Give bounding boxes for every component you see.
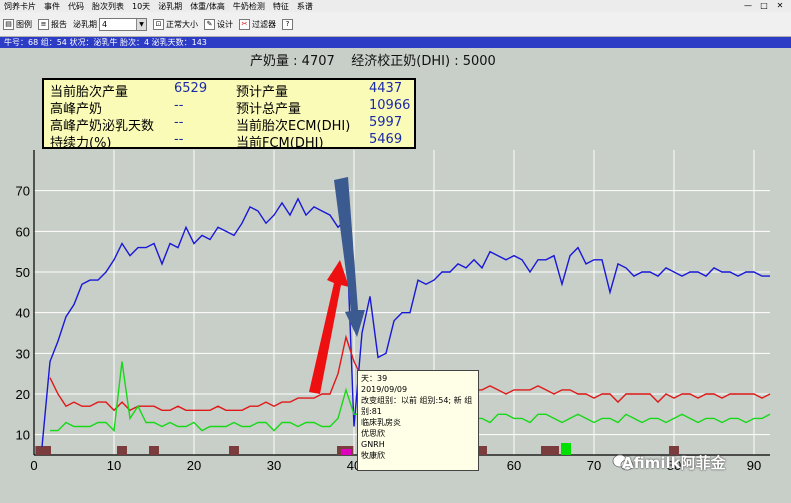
x-tick-label: 10 xyxy=(107,458,121,473)
stat-label: 高峰产奶泌乳天数 xyxy=(50,119,155,134)
normal-size-button[interactable]: ⊡ 正常大小 xyxy=(150,18,201,30)
cow-info-bar: 牛号：68 组：54 状况：泌乳牛 胎次：4 泌乳天数：143 xyxy=(0,37,791,48)
chevron-down-icon: ▼ xyxy=(136,18,146,30)
menu-item[interactable]: 体重/体高 xyxy=(190,1,225,11)
filter-button[interactable]: ✂ 过滤器 xyxy=(236,18,279,30)
close-button[interactable]: ✕ xyxy=(776,1,784,10)
y-tick-label: 50 xyxy=(16,265,30,280)
menu-item[interactable]: 饲养卡片 xyxy=(4,1,36,11)
event-bar xyxy=(149,446,159,455)
tooltip-line: 牧康欣 xyxy=(361,451,385,460)
x-tick-label: 20 xyxy=(187,458,201,473)
event-bar xyxy=(117,446,127,455)
y-tick-label: 10 xyxy=(16,428,30,443)
stat-value: 5469 xyxy=(369,132,403,147)
report-icon: ≡ xyxy=(38,18,49,30)
tooltip-line: 改变组别：以前 组别:54; 新 组 xyxy=(361,396,473,405)
blue-arrow-annotation xyxy=(334,177,365,337)
tooltip-line: GNRH xyxy=(361,440,385,449)
tooltip-line: 天：39 xyxy=(361,374,388,383)
chart-icon: ▤ xyxy=(3,18,14,30)
stat-value: 6529 xyxy=(174,81,208,96)
tooltip-line: 别:81 xyxy=(361,407,382,416)
event-bar xyxy=(477,446,487,455)
event-tooltip: 天：39 2019/09/09 改变组别：以前 组别:54; 新 组 别:81 … xyxy=(357,370,479,471)
stat-value: 5997 xyxy=(369,115,403,130)
event-bar xyxy=(229,446,239,455)
menu-item[interactable]: 事件 xyxy=(44,1,60,11)
report-button[interactable]: ≡ 报告 xyxy=(35,18,70,30)
page-title: 产奶量 : 4707 经济校正奶(DHI) : 5000 xyxy=(250,54,496,69)
menu-item[interactable]: 系谱 xyxy=(296,1,313,11)
toolbar: ▤ 图例 ≡ 报告 泌乳期 4 ▼ ⊡ 正常大小 ✎ 设计 ✂ 过滤器 ? xyxy=(0,12,791,37)
stat-label: 预计总产量 xyxy=(236,102,302,117)
menu-item[interactable]: 泌乳期 xyxy=(158,1,183,11)
red-arrow-annotation xyxy=(309,260,349,394)
stat-label: 当前胎次产量 xyxy=(50,85,129,100)
stat-label: 当前胎次ECM(DHI) xyxy=(236,119,351,134)
stats-box: 当前胎次产量 6529 高峰产奶 -- 高峰产奶泌乳天数 -- 持续力(%) -… xyxy=(42,78,416,151)
menu-item[interactable]: 10天 xyxy=(132,1,151,11)
menu-item[interactable]: 代码 xyxy=(68,1,84,11)
event-bar xyxy=(541,446,551,455)
x-tick-label: 0 xyxy=(30,458,37,473)
maximize-button[interactable]: □ xyxy=(760,1,768,10)
graph-button[interactable]: ▤ 图例 xyxy=(0,18,35,30)
x-tick-label: 60 xyxy=(507,458,521,473)
design-button[interactable]: ✎ 设计 xyxy=(201,18,236,30)
event-bar xyxy=(549,446,559,455)
stat-value: 10966 xyxy=(369,98,411,113)
wechat-icon xyxy=(612,454,634,471)
series-line-blue xyxy=(41,197,770,447)
event-bar xyxy=(341,449,351,455)
y-tick-label: 60 xyxy=(16,224,30,239)
help-icon: ? xyxy=(282,18,293,30)
stat-label: 持续力(%) xyxy=(50,136,112,151)
stat-value: -- xyxy=(174,115,184,130)
x-tick-label: 70 xyxy=(587,458,601,473)
x-tick-label: 90 xyxy=(747,458,761,473)
x-tick-label: 30 xyxy=(267,458,281,473)
tooltip-line: 临床乳房炎 xyxy=(361,418,401,427)
menu-item[interactable]: 胎次列表 xyxy=(92,1,124,11)
stat-label: 预计产量 xyxy=(236,85,289,100)
stat-value: -- xyxy=(174,98,184,113)
stat-value: 4437 xyxy=(369,81,403,96)
watermark: Afimilk阿菲金 xyxy=(622,454,726,472)
help-button[interactable]: ? xyxy=(279,18,296,30)
event-bar xyxy=(561,443,571,455)
event-bar xyxy=(669,446,679,455)
design-icon: ✎ xyxy=(204,18,215,30)
menu-item[interactable]: 特征 xyxy=(272,1,289,11)
minimize-button[interactable]: — xyxy=(744,1,752,10)
stat-label: 当前FCM(DHI) xyxy=(236,136,324,151)
y-tick-label: 30 xyxy=(16,346,30,361)
menu-item[interactable]: 牛奶检测 xyxy=(232,1,265,11)
stat-value: -- xyxy=(174,132,184,147)
menu-bar: 饲养卡片 事件 代码 胎次列表 10天 泌乳期 体重/体高 牛奶检测 特征 系谱 xyxy=(0,0,791,12)
lactation-select-group: 泌乳期 4 ▼ xyxy=(70,17,150,31)
event-bar xyxy=(35,446,46,455)
zoom-icon: ⊡ xyxy=(153,18,164,30)
y-tick-label: 40 xyxy=(16,306,30,321)
lactation-select[interactable]: 4 ▼ xyxy=(99,17,147,31)
event-bar xyxy=(41,446,51,455)
stat-label: 高峰产奶 xyxy=(50,102,103,117)
x-tick-label: 80 xyxy=(667,458,681,473)
y-tick-label: 20 xyxy=(16,387,30,402)
tooltip-line: 2019/09/09 xyxy=(361,385,408,394)
tooltip-line: 优思欣 xyxy=(361,429,385,438)
filter-icon: ✂ xyxy=(239,18,250,30)
y-tick-label: 70 xyxy=(16,184,30,199)
